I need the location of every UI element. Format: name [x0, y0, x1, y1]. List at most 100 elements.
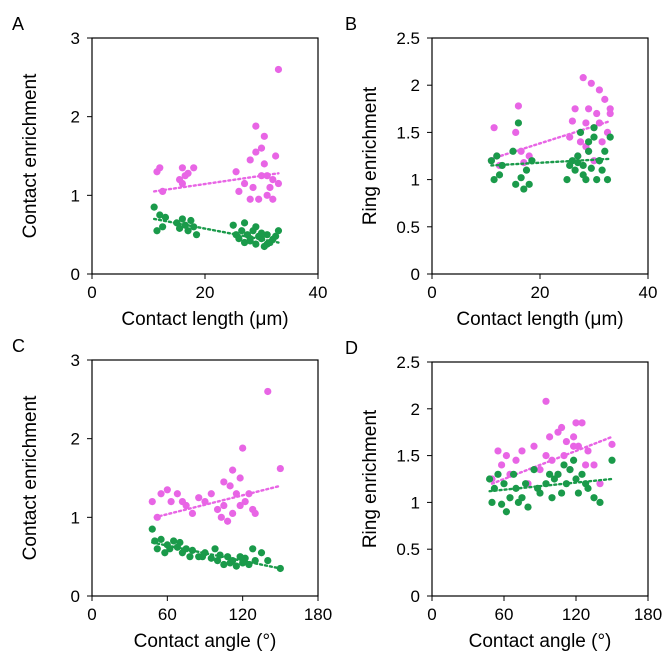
data-point: [554, 470, 562, 478]
data-point: [509, 147, 517, 155]
data-point: [574, 489, 583, 497]
data-point: [176, 538, 184, 547]
data-point: [213, 557, 222, 565]
data-point: [528, 157, 536, 165]
data-point: [517, 174, 525, 182]
data-point: [153, 513, 161, 521]
data-point: [186, 553, 194, 561]
y-axis-title: Ring enrichment: [360, 409, 381, 548]
data-point: [217, 513, 225, 521]
series-green: [486, 456, 616, 516]
y-tick-label: 2.5: [396, 353, 420, 372]
data-point: [272, 232, 280, 240]
y-tick-label: 1: [71, 508, 80, 527]
data-point: [252, 148, 260, 156]
data-point: [211, 545, 219, 553]
trend-line: [153, 484, 282, 519]
data-point: [224, 517, 232, 525]
data-point: [257, 549, 266, 557]
data-point: [252, 223, 260, 231]
data-point: [167, 498, 175, 506]
data-point: [148, 525, 156, 533]
data-point: [587, 79, 595, 87]
data-point: [151, 537, 159, 545]
series-green: [148, 525, 284, 573]
data-point: [274, 227, 283, 235]
x-tick-label: 180: [304, 605, 332, 624]
y-tick-label: 2: [411, 76, 420, 95]
x-tick-label: 120: [228, 605, 256, 624]
data-point: [512, 456, 520, 464]
data-point: [498, 461, 506, 469]
panel-letter: D: [345, 338, 358, 358]
x-tick-label: 60: [495, 605, 514, 624]
data-point: [518, 447, 526, 455]
data-point: [190, 164, 198, 172]
data-point: [260, 160, 268, 168]
data-point: [606, 133, 614, 141]
panel-letter: A: [12, 14, 24, 34]
data-point: [272, 152, 280, 160]
data-point: [264, 387, 272, 396]
data-point: [596, 498, 604, 506]
data-point: [570, 442, 578, 450]
data-point: [490, 484, 498, 492]
data-point: [213, 505, 222, 514]
data-point: [502, 508, 510, 516]
data-point: [598, 166, 606, 174]
trend-line: [488, 477, 614, 493]
data-point: [235, 187, 243, 195]
data-point: [175, 224, 184, 232]
series-magenta: [152, 65, 283, 203]
x-tick-label: 180: [634, 605, 662, 624]
y-tick-label: 1.5: [396, 123, 420, 142]
data-point: [198, 553, 207, 561]
data-point: [245, 490, 253, 498]
data-point: [568, 157, 577, 165]
data-point: [182, 501, 190, 510]
data-point: [156, 164, 164, 172]
data-point: [255, 195, 263, 203]
plot-frame: [91, 359, 319, 597]
y-tick-label: 0.5: [396, 540, 420, 559]
data-point: [593, 176, 601, 184]
data-point: [571, 105, 579, 113]
data-point: [500, 480, 508, 488]
series-green: [487, 119, 614, 193]
data-point: [229, 557, 237, 565]
data-point: [582, 119, 590, 127]
data-point: [512, 180, 520, 188]
data-point: [153, 227, 161, 235]
data-point: [570, 433, 578, 441]
data-point: [494, 447, 502, 455]
data-point: [192, 231, 201, 239]
series-magenta: [488, 397, 616, 488]
data-point: [163, 486, 171, 494]
panel-b: B 0 20 40 0 0.5 1 1.5 2 2.5 Contact length (μm) Rin…: [345, 14, 657, 330]
y-tick-label: 0.5: [396, 218, 420, 237]
data-point: [598, 138, 606, 146]
data-point: [157, 490, 165, 498]
data-point: [240, 238, 249, 247]
data-point: [514, 119, 523, 127]
data-point: [240, 179, 249, 188]
data-point: [257, 144, 266, 152]
y-tick-label: 1.5: [396, 447, 420, 466]
data-point: [195, 494, 203, 502]
data-point: [263, 231, 271, 239]
trend-line: [151, 541, 282, 570]
data-point: [159, 187, 167, 195]
data-point: [570, 456, 578, 464]
data-point: [229, 466, 237, 474]
data-point: [269, 176, 277, 184]
data-point: [251, 509, 259, 517]
data-point: [593, 109, 601, 118]
y-tick-label: 0: [71, 587, 80, 606]
data-point: [150, 203, 158, 211]
y-axis-title: Contact enrichment: [20, 73, 41, 238]
data-point: [161, 213, 170, 221]
data-point: [494, 470, 502, 478]
data-point: [246, 235, 254, 243]
x-tick-label: 20: [196, 283, 215, 302]
data-point: [525, 180, 533, 188]
